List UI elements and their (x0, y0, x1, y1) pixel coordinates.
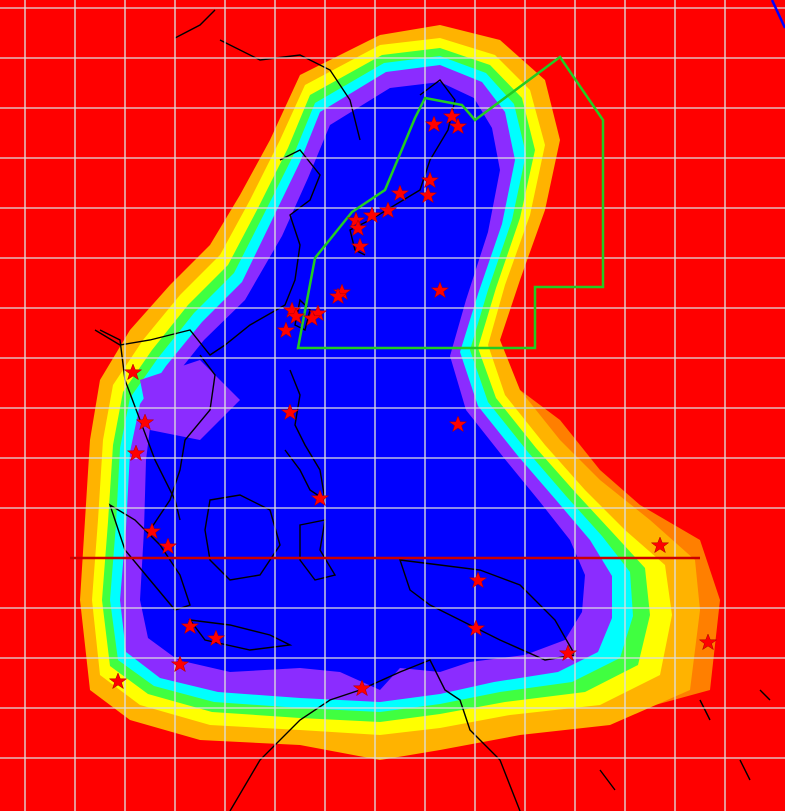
red-star-icon (420, 171, 440, 189)
band-purple-inner (140, 360, 240, 440)
red-star-icon (346, 211, 366, 229)
red-star-icon (448, 415, 468, 433)
red-star-icon (468, 571, 488, 589)
red-star-icon (466, 619, 486, 637)
corner-mark-icon (770, 0, 785, 29)
coastline-sumatra (108, 503, 191, 611)
red-star-icon (276, 321, 296, 339)
coastline-north-asia (174, 9, 361, 141)
red-star-icon (135, 413, 155, 431)
red-star-icon (442, 107, 462, 125)
red-star-icon (280, 403, 300, 421)
red-star-icon (123, 363, 143, 381)
red-star-icon (180, 617, 200, 635)
red-star-icon (142, 522, 162, 540)
red-star-icon (362, 206, 382, 224)
red-star-icon (350, 237, 370, 255)
coastline-pacific-islands (599, 689, 771, 791)
red-star-icon (108, 672, 128, 690)
red-star-icon (698, 633, 718, 651)
red-star-icon (418, 186, 438, 204)
red-star-icon (390, 184, 410, 202)
red-star-icon (448, 117, 468, 135)
red-star-icon (158, 537, 178, 555)
coastline-philippines (284, 369, 326, 502)
red-star-icon (126, 444, 146, 462)
coastline-java (188, 619, 293, 651)
band-blue-core (140, 82, 585, 690)
red-star-icon (286, 307, 306, 325)
red-star-icon (378, 201, 398, 219)
red-star-icon (310, 489, 330, 507)
red-star-icon (650, 536, 670, 554)
red-star-icon (352, 679, 372, 697)
red-star-icon (558, 644, 578, 662)
station-markers (108, 107, 718, 697)
red-star-icon (430, 281, 450, 299)
red-star-icon (170, 655, 190, 673)
red-star-icon (348, 219, 368, 237)
coastline-borneo (204, 494, 281, 581)
red-star-icon (424, 115, 444, 133)
coastline-japan (349, 79, 456, 256)
highlighted-region-outline (296, 55, 605, 350)
red-star-icon (302, 309, 322, 327)
coastline-korea-china (94, 149, 321, 356)
red-star-icon (328, 287, 348, 305)
red-star-icon (206, 629, 226, 647)
